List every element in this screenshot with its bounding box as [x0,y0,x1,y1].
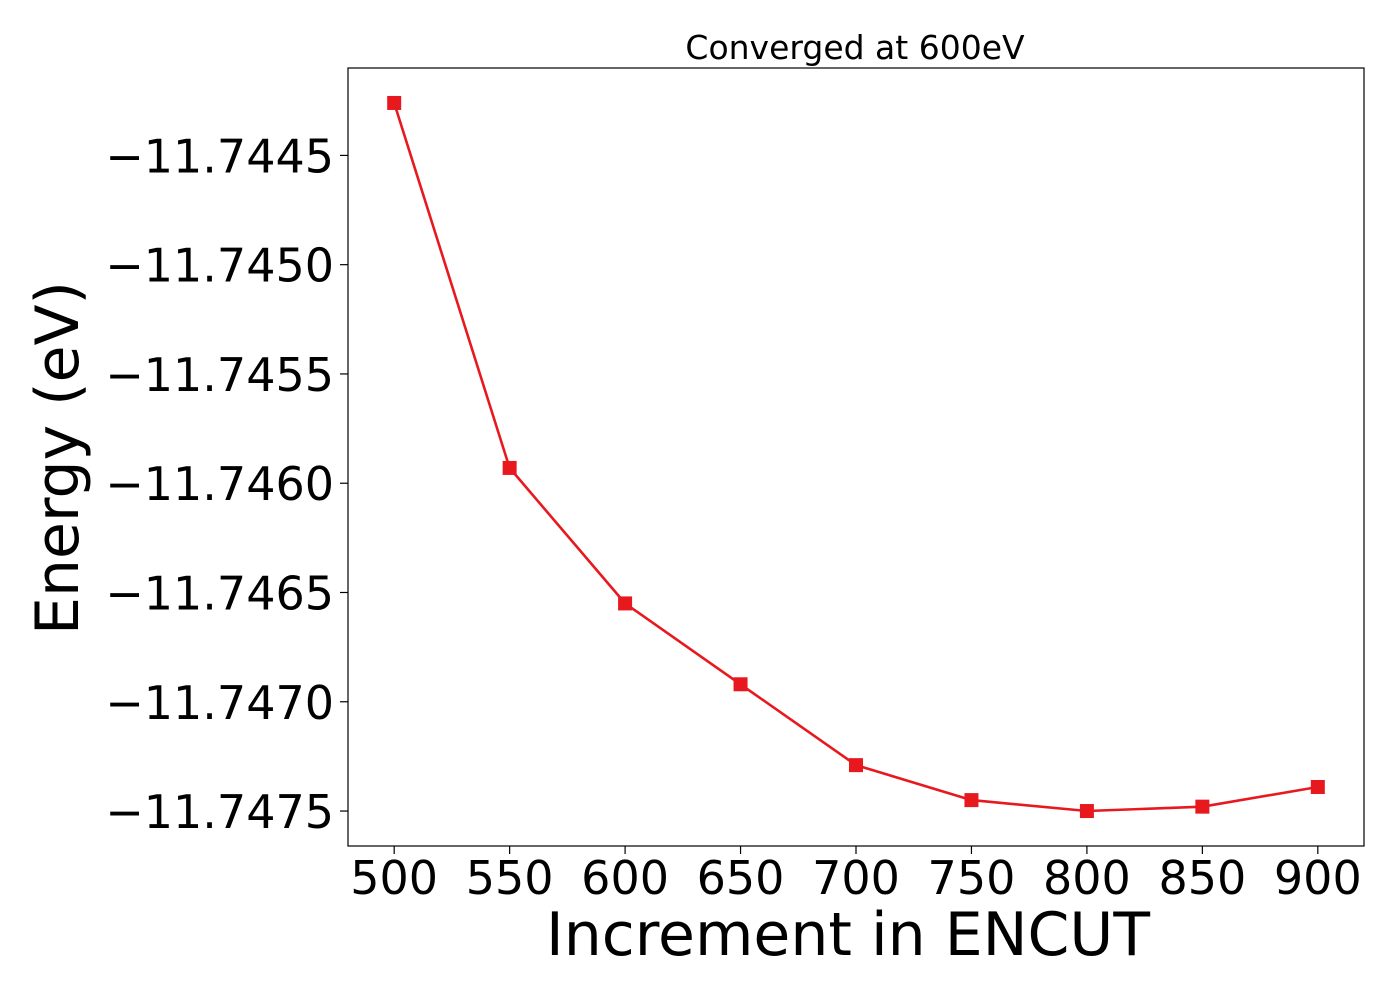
x-tick-label: 500 [350,851,438,905]
y-tick-label: −11.7455 [105,348,334,402]
x-tick-label: 700 [812,851,900,905]
x-tick-label: 600 [581,851,669,905]
data-point-marker [964,793,979,808]
data-point-marker [1079,804,1094,819]
series-layer [387,95,1325,819]
data-point-marker [618,596,633,611]
x-tick-label: 900 [1274,851,1362,905]
y-tick-label: −11.7470 [105,676,334,730]
y-tick-label: −11.7450 [105,239,334,293]
data-point-marker [387,95,402,110]
x-tick-label: 800 [1043,851,1131,905]
plot-frame [347,67,1365,847]
y-tick-label: −11.7445 [105,129,334,183]
x-tick-label: 850 [1158,851,1246,905]
data-point-marker [1310,779,1325,794]
data-point-marker [733,677,748,692]
chart-title: Converged at 600eV [685,28,1025,67]
data-point-marker [849,758,863,773]
x-tick-label: 550 [466,851,554,905]
x-axis-label: Increment in ENCUT [546,900,1150,970]
y-tick-label: −11.7460 [105,457,334,511]
x-axis-ticks: 500 550 600 650 700 750 800 850 900 [350,846,1362,905]
x-tick-label: 650 [697,851,785,905]
y-axis-ticks: −11.7445 −11.7450 −11.7455 −11.7460 −11.7465… [105,129,348,839]
data-point-marker [502,460,517,475]
y-tick-label: −11.7465 [105,566,334,620]
x-tick-label: 750 [928,851,1016,905]
data-point-marker [1195,799,1210,814]
y-axis-label: Energy (eV) [23,281,93,635]
y-tick-label: −11.7475 [105,785,334,839]
